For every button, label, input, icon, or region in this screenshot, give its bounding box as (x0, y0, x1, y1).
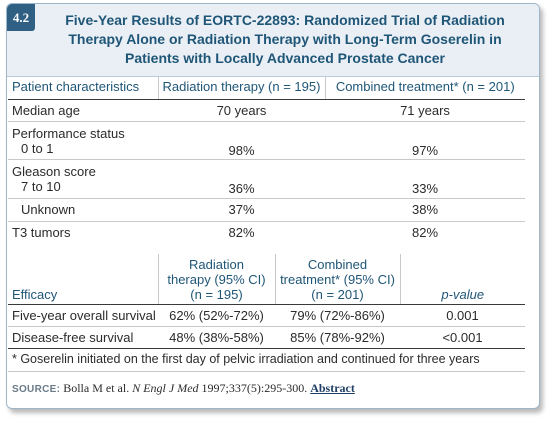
row-label: T3 tumors (12, 224, 71, 240)
combined-value: 97% (411, 142, 439, 158)
table-header-row: Efficacy Radiation therapy (95% CI) (n =… (8, 254, 525, 305)
row-label: Median age (8, 99, 158, 122)
table-header-row: Patient characteristics Radiation therap… (8, 77, 525, 100)
header-efficacy: Efficacy (8, 254, 158, 305)
p-value: <0.001 (400, 326, 525, 349)
header-line: (n = 201) (311, 286, 364, 302)
source-label: SOURCE: (12, 384, 61, 395)
radiation-value: 82% (228, 224, 255, 240)
radiation-value: 98% (228, 142, 255, 158)
source-authors: Bolla M et al. (63, 381, 130, 395)
abstract-link[interactable]: Abstract (310, 381, 355, 395)
row-label-cell: Performance status 0 to 1 (8, 121, 158, 160)
figure-title: Five-Year Results of EORTC-22893: Random… (65, 12, 505, 66)
header-radiation-therapy: Radiation therapy (n = 195) (157, 77, 325, 100)
header-radiation-therapy-ci: Radiation therapy (95% CI) (n = 195) (157, 254, 275, 305)
divider (8, 371, 525, 372)
header-line: Radiation (189, 256, 244, 272)
row-label-cell: Gleason score 7 to 10 (8, 159, 158, 199)
characteristics-table: Patient characteristics Radiation therap… (8, 77, 525, 243)
combined-value: 33% (411, 180, 439, 196)
row-label: Performance status (12, 125, 125, 141)
row-label: Five-year overall survival (8, 304, 158, 327)
header-patient-characteristics: Patient characteristics (8, 77, 158, 100)
table-row: Disease-free survival 48% (38%-58%) 85% … (8, 326, 525, 349)
table-row: Median age 70 years 71 years (8, 99, 525, 122)
combined-value: 71 years (325, 99, 525, 122)
title-band: Five-Year Results of EORTC-22893: Random… (7, 4, 539, 77)
table-row: Gleason score 7 to 10 36% 33% (8, 159, 525, 199)
header-line: treatment* (95% CI) (280, 271, 395, 287)
radiation-value: 70 years (158, 99, 325, 122)
combined-value: 85% (78%-92%) (275, 326, 400, 349)
header-line: therapy (95% CI) (167, 271, 266, 287)
efficacy-table: Efficacy Radiation therapy (95% CI) (n =… (8, 254, 525, 349)
source-citation-text: 1997;337(5):295-300. (201, 381, 308, 395)
table-row: Unknown 37% 38% (8, 198, 525, 222)
row-label: Unknown (8, 198, 158, 222)
table-row: Five-year overall survival 62% (52%-72%)… (8, 304, 525, 327)
source-citation: SOURCE: Bolla M et al. N Engl J Med 1997… (12, 381, 355, 396)
header-line: (n = 195) (190, 286, 243, 302)
source-journal: N Engl J Med (132, 381, 199, 395)
header-combined-treatment-ci: Combined treatment* (95% CI) (n = 201) (274, 254, 400, 305)
table-row: Performance status 0 to 1 98% 97% (8, 121, 525, 160)
combined-value-cell: 97% (325, 121, 525, 160)
radiation-value: 36% (228, 180, 255, 196)
combined-value: 79% (72%-86%) (275, 304, 400, 327)
p-value: 0.001 (400, 304, 525, 327)
radiation-value: 62% (52%-72%) (158, 304, 275, 327)
radiation-value-cell: 36% (158, 159, 325, 199)
row-label: Gleason score (12, 163, 96, 179)
figure-number-badge: 4.2 (7, 4, 35, 31)
combined-value: 82% (411, 224, 439, 240)
combined-value: 38% (325, 198, 525, 222)
radiation-value-cell: 98% (158, 121, 325, 160)
row-sublabel: 7 to 10 (21, 178, 61, 194)
header-line: Combined (307, 256, 368, 272)
combined-value-cell: 33% (325, 159, 525, 199)
header-p-value: p-value (399, 254, 525, 305)
table-row: T3 tumors 82% 82% (8, 221, 525, 243)
footnote: * Goserelin initiated on the first day o… (12, 352, 480, 366)
header-combined-treatment: Combined treatment* (n = 201) (324, 77, 525, 100)
radiation-value: 37% (158, 198, 325, 222)
radiation-value: 48% (38%-58%) (158, 326, 275, 349)
row-sublabel: 0 to 1 (21, 140, 54, 156)
row-label: Disease-free survival (8, 326, 158, 349)
